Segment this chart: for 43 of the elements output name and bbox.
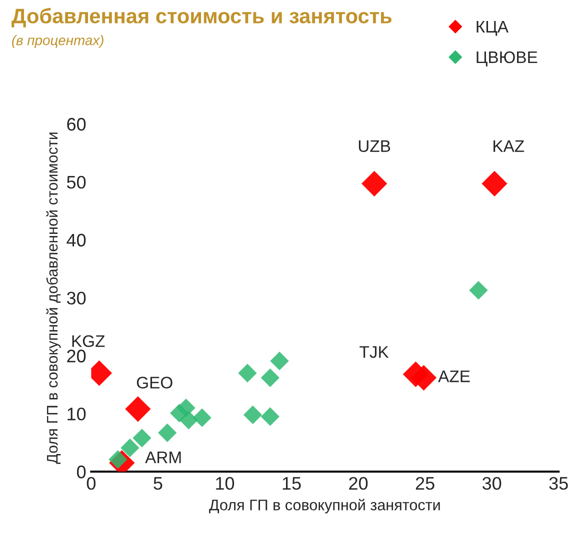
point	[132, 428, 152, 448]
x-tick-label: 25	[416, 476, 434, 490]
annotation: TJK	[360, 346, 389, 358]
point	[243, 406, 262, 424]
point	[120, 438, 140, 458]
point	[125, 396, 151, 422]
x-tick-label: 15	[282, 477, 301, 490]
point	[158, 423, 177, 442]
x-tick-label: 0	[86, 476, 96, 490]
point	[238, 364, 257, 382]
annotation: KGZ	[72, 335, 105, 348]
x-tick-label: 30	[482, 476, 502, 490]
point	[469, 280, 488, 300]
point	[179, 410, 198, 430]
x-tick-label: 5	[154, 477, 162, 490]
x-axis-title: Доля ГП в совокупной занятости	[209, 498, 440, 514]
y-tick-label: 0	[77, 466, 86, 478]
x-tick-label: 10	[216, 476, 234, 490]
annotation: GEO	[136, 376, 172, 389]
x-tick-label: 20	[349, 476, 368, 490]
y-tick-label: 50	[66, 176, 86, 189]
point	[482, 170, 508, 196]
legend-label: ЦВЮВЕ	[476, 51, 538, 66]
point	[362, 170, 388, 196]
y-axis-title: Доля ГП в совокупной добавленной стоимости	[46, 132, 61, 464]
point	[410, 364, 437, 391]
y-tick-label: 40	[66, 234, 86, 247]
annotation: AZE	[438, 370, 470, 382]
point	[260, 368, 280, 388]
point	[260, 407, 280, 426]
y-tick-label: 30	[66, 292, 86, 305]
y-tick-label: 20	[67, 350, 86, 362]
chart-title: Добавленная стоимость и занятость	[12, 8, 392, 28]
point	[192, 408, 212, 428]
annotation: ARM	[145, 452, 181, 464]
chart-subtitle: (в процентах)	[12, 35, 104, 48]
legend-label: КЦА	[476, 21, 509, 36]
x-tick-label: 35	[549, 476, 568, 490]
point	[270, 352, 289, 370]
y-tick-label: 10	[68, 408, 86, 420]
annotation: UZB	[358, 140, 390, 152]
y-tick-label: 60	[67, 118, 86, 131]
annotation: KAZ	[494, 140, 524, 152]
